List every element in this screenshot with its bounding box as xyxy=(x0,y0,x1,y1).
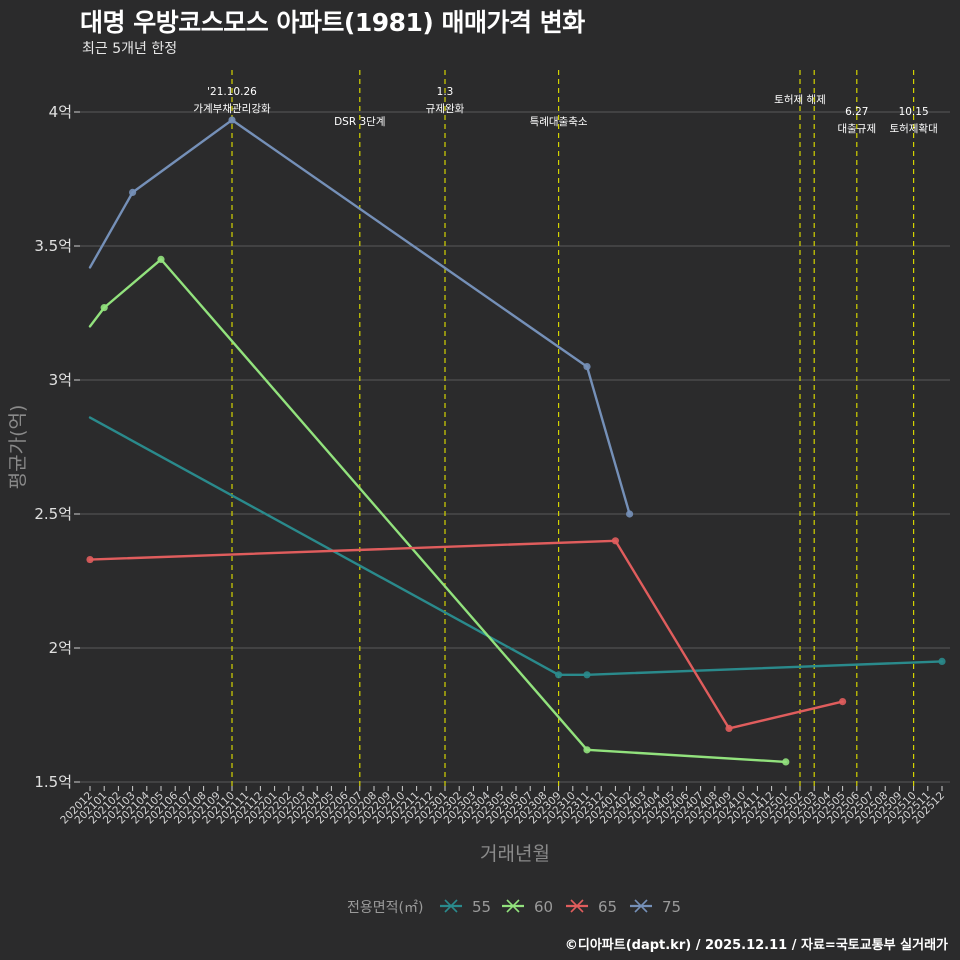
chart-subtitle: 최근 5개년 한정 xyxy=(82,41,178,57)
event-annotation: DSR 3단계 xyxy=(334,116,385,128)
y-tick-label: 3.5억 xyxy=(34,237,72,255)
data-point-65 xyxy=(86,555,94,564)
y-tick-label: 1.5억 xyxy=(34,773,72,791)
event-annotation: 1.3 xyxy=(437,86,454,98)
series-line-60 xyxy=(88,258,787,764)
data-point-65 xyxy=(611,537,620,545)
data-point-60 xyxy=(583,746,591,754)
legend-label-75: 75 xyxy=(662,898,681,916)
legend-key-cross xyxy=(634,899,648,913)
legend-label-60: 60 xyxy=(534,898,553,916)
data-point-60 xyxy=(100,304,108,312)
data-point-55 xyxy=(938,657,946,666)
data-point-60 xyxy=(157,255,165,263)
series-line-55 xyxy=(88,416,944,676)
legend-key-cross xyxy=(570,899,584,913)
event-annotation: 토허제 해제 xyxy=(774,93,826,106)
data-point-75 xyxy=(129,188,137,196)
event-annotation: 가계부채관리강화 xyxy=(193,103,271,115)
legend-title: 전용면적(㎡) xyxy=(347,900,423,916)
data-point-55 xyxy=(583,671,591,679)
data-point-75 xyxy=(228,116,236,124)
y-tick-label: 3억 xyxy=(49,371,72,389)
data-point-65 xyxy=(839,698,847,706)
data-point-75 xyxy=(626,510,634,518)
y-axis-title: 평균가(억) xyxy=(7,405,29,490)
event-annotation: 대출규제 xyxy=(837,123,876,135)
event-annotation: '21.10.26 xyxy=(207,86,257,98)
data-point-60 xyxy=(782,758,790,766)
chart-title: 대명 우방코스모스 아파트(1981) 매매가격 변화 xyxy=(80,8,585,37)
event-annotation: 규제완화 xyxy=(426,102,465,115)
x-axis-title: 거래년월 xyxy=(480,843,550,865)
series-line-65 xyxy=(88,539,844,730)
chart-caption: ©디아파트(dapt.kr) / 2025.12.11 / 자료=국토교통부 실… xyxy=(564,938,948,953)
legend-key-cross xyxy=(444,899,458,913)
event-annotation: 10.15 xyxy=(899,106,929,118)
event-annotation: 토허제확대 xyxy=(889,122,937,135)
data-point-75 xyxy=(583,363,591,371)
y-tick-label: 2.5억 xyxy=(34,505,72,523)
legend-label-65: 65 xyxy=(598,898,617,916)
data-point-65 xyxy=(725,724,733,733)
y-tick-label: 4억 xyxy=(49,103,72,121)
legend-key-cross xyxy=(506,899,520,913)
y-tick-label: 2억 xyxy=(49,639,72,657)
event-annotation: 6.27 xyxy=(845,106,868,118)
event-annotation: 특례대출축소 xyxy=(530,116,588,128)
legend-label-55: 55 xyxy=(472,898,491,916)
data-point-55 xyxy=(555,671,563,679)
